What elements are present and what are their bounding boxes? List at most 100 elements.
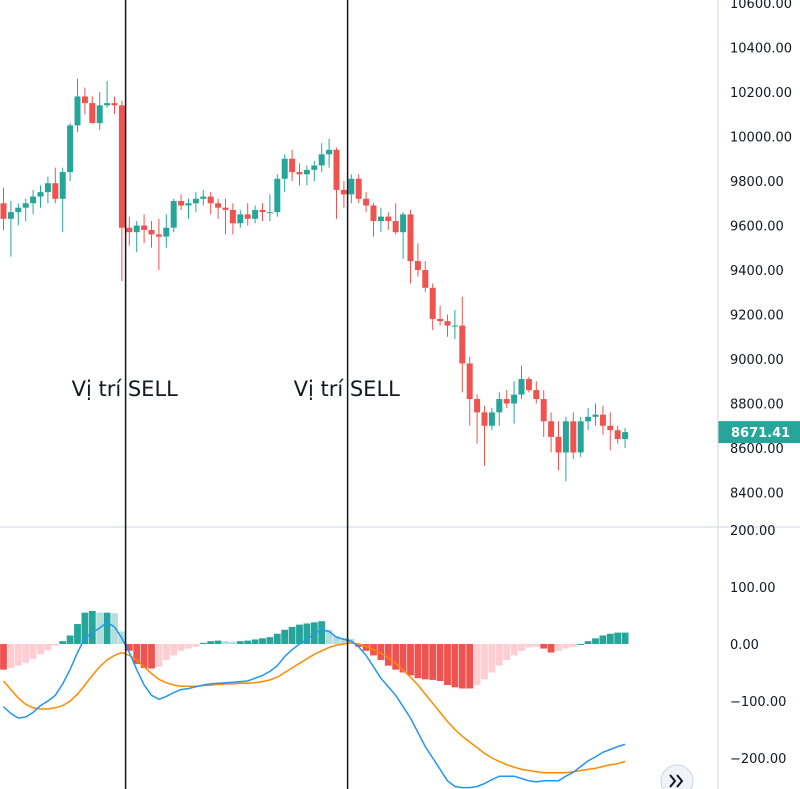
price-tick-label: 10000.00 [730, 131, 792, 146]
candle [7, 201, 14, 257]
candle-body [141, 225, 148, 230]
candle-body [392, 221, 399, 233]
candle [237, 209, 244, 228]
macd-pane: 200.00 100.00 0.00 −100.00 −200.00 [0, 524, 786, 789]
histogram-bar [303, 623, 311, 644]
macd-axis: 200.00 100.00 0.00 −100.00 −200.00 [730, 524, 786, 767]
candle [222, 198, 229, 235]
candle-body [577, 421, 584, 453]
candle-body [400, 214, 407, 233]
candle-body [89, 103, 96, 124]
histogram-bar [569, 644, 577, 647]
histogram-bar [377, 644, 385, 660]
candle [311, 160, 318, 181]
histogram-bar [273, 633, 281, 644]
candle [599, 405, 606, 435]
candle-body [118, 105, 125, 228]
candle [303, 165, 310, 186]
histogram-bar [473, 644, 481, 686]
candle [429, 283, 436, 331]
price-axis: 10600.00 10400.00 10200.00 10000.00 9800.00 9… [730, 0, 792, 502]
histogram-bar [192, 644, 200, 647]
candle-body [548, 421, 555, 437]
candle-body [525, 379, 532, 391]
histogram-bar [451, 644, 459, 688]
annotation-sell-1: Vị trí SELL [72, 377, 179, 401]
candle-body [511, 394, 518, 404]
candle [326, 138, 333, 168]
histogram-bar [503, 644, 511, 660]
candle [548, 412, 555, 453]
candle [400, 212, 407, 259]
histogram-bar [466, 644, 474, 689]
histogram-bar [577, 644, 585, 645]
double-chevron-right-icon [669, 774, 684, 788]
candle [392, 203, 399, 235]
price-pane: 10600.00 10400.00 10200.00 10000.00 9800.00 9… [0, 0, 800, 502]
candle-body [215, 203, 222, 208]
candle-body [207, 196, 214, 204]
histogram-bar [185, 644, 192, 649]
candle-body [459, 325, 466, 364]
histogram-bar [37, 644, 44, 655]
candle [133, 221, 140, 253]
histogram-bar [407, 644, 414, 676]
sell-markers [124, 0, 349, 789]
candle-body [178, 201, 185, 206]
histogram-bar [333, 636, 340, 644]
candle [259, 203, 266, 222]
histogram-bar [74, 624, 81, 644]
histogram-bar [281, 629, 289, 644]
candle-body [496, 399, 503, 413]
histogram-bar [103, 612, 111, 644]
candle [44, 176, 51, 204]
histogram-bar [170, 644, 178, 656]
candle [178, 194, 185, 210]
candle [229, 203, 236, 235]
candle-body [30, 196, 37, 204]
candle [96, 92, 103, 130]
candle [22, 198, 29, 222]
histogram-bar [540, 644, 548, 649]
candle [585, 407, 592, 431]
histogram-bar [140, 644, 148, 668]
histogram-bar [81, 612, 89, 644]
scroll-button-circle[interactable] [660, 764, 694, 789]
signal-line [2, 642, 626, 774]
scroll-to-realtime-button[interactable] [660, 764, 694, 789]
price-tick-label: 9600.00 [730, 220, 784, 235]
price-tick-label: 8600.00 [730, 442, 784, 457]
histogram-bar [532, 644, 540, 647]
candle-body [289, 158, 296, 173]
histogram-bar [444, 644, 451, 686]
candle [148, 221, 155, 248]
histogram-bar [414, 644, 422, 679]
candle-body [0, 203, 7, 219]
candle [503, 390, 510, 408]
candle-body [67, 125, 74, 173]
candle-body [52, 183, 59, 199]
price-tick-label: 8400.00 [730, 487, 784, 502]
candle-body [44, 183, 51, 193]
histogram-bar [44, 644, 52, 651]
macd-line [2, 621, 626, 789]
candle [414, 243, 421, 277]
candle-body [622, 432, 629, 440]
annotation-sell-2: Vị trí SELL [294, 377, 401, 401]
candle [614, 425, 621, 444]
candle [511, 381, 518, 424]
candle-body [481, 412, 488, 426]
candle [555, 421, 562, 471]
candle-body [229, 209, 236, 224]
candle [207, 192, 214, 215]
candle-body [237, 214, 244, 224]
candle-body [363, 198, 370, 206]
candle [592, 403, 599, 426]
histogram-bar [621, 632, 629, 644]
candle-body [348, 178, 355, 195]
candle [0, 187, 7, 230]
histogram-bar [421, 644, 429, 680]
price-tick-label: 10200.00 [730, 86, 792, 101]
histogram-bar [236, 641, 244, 644]
candle-body [303, 169, 310, 175]
